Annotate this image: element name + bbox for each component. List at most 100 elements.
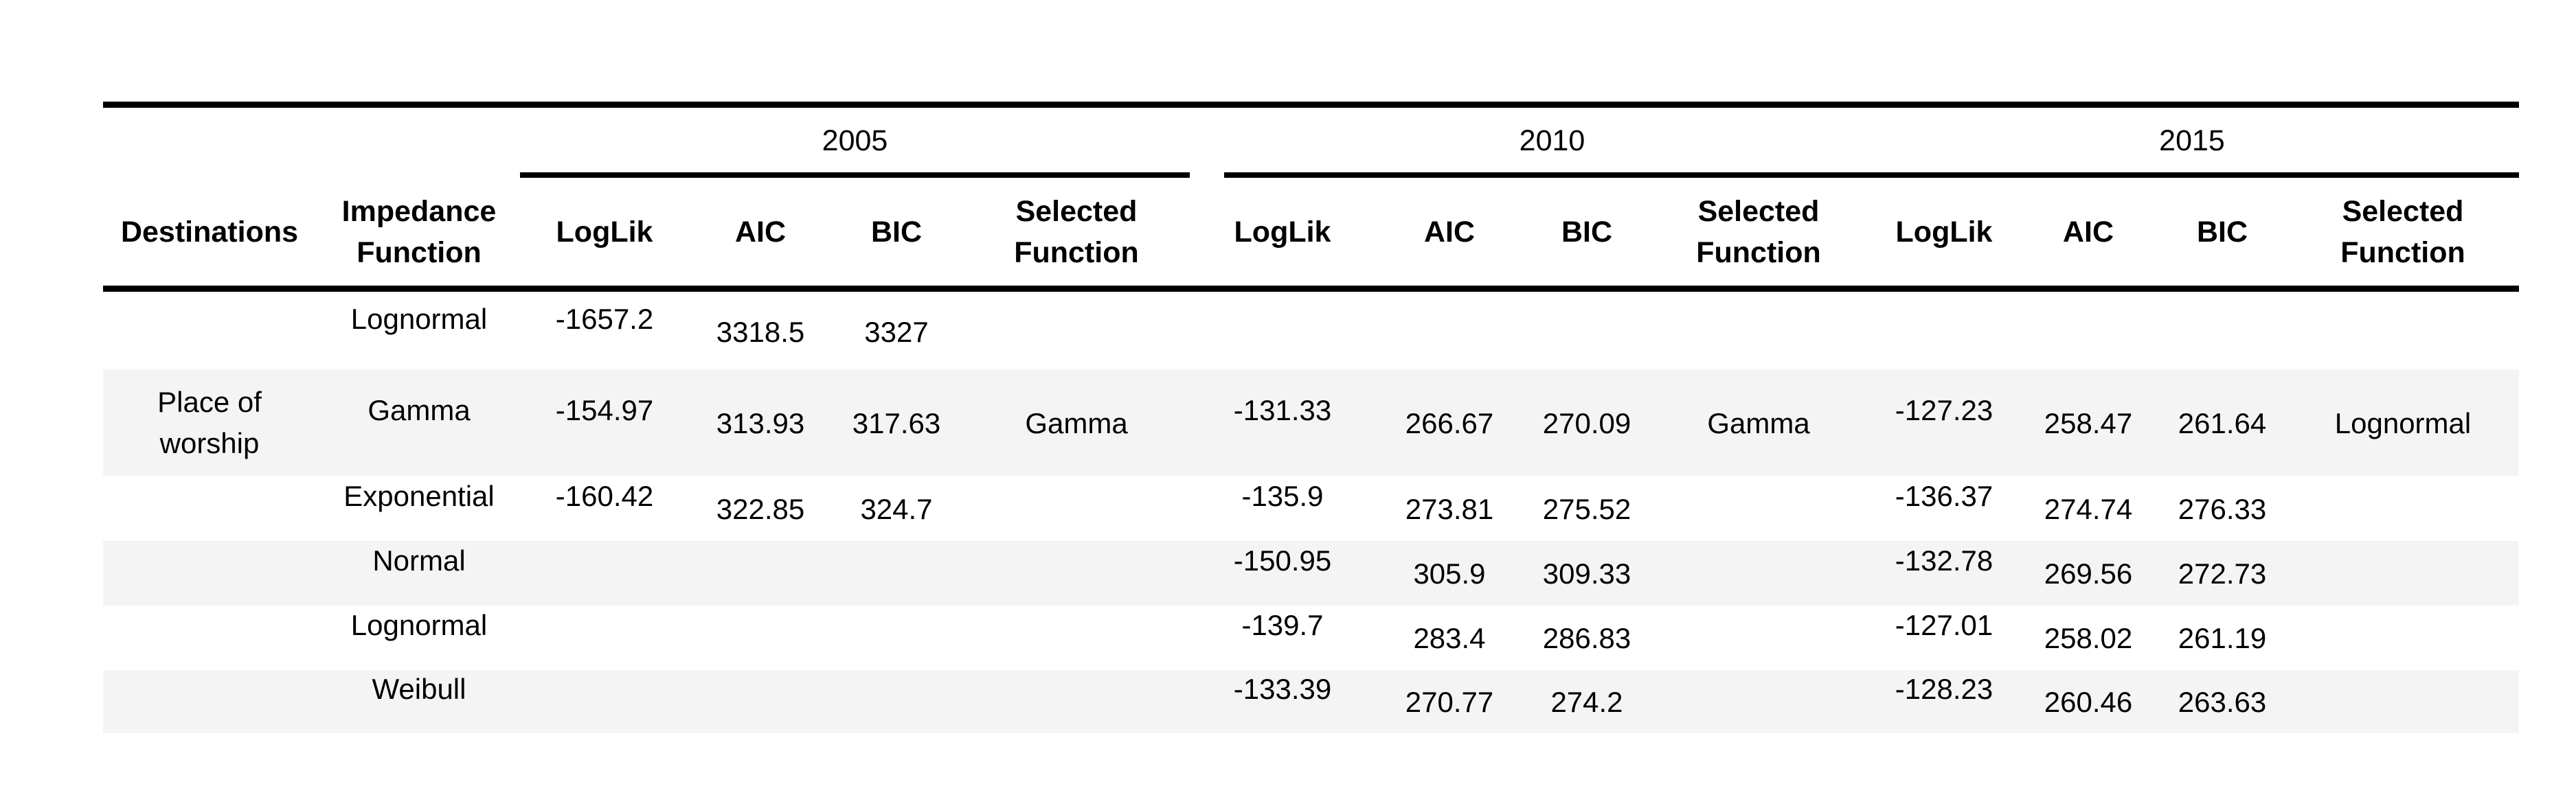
loglik-cell: -154.97 [555,393,654,426]
bic-cell: 263.63 [2178,686,2267,718]
group-rule-2010 [1224,172,1880,178]
loglik-cell: -136.37 [1895,479,1993,512]
bic-cell [831,618,962,659]
bic-cell: 274.2 [1550,686,1623,718]
col-header-bic-2: BIC [2196,216,2248,249]
col-header-selected-1: Selected Function [1662,184,1855,280]
bic-cell: 272.73 [2178,557,2267,590]
loglik-cell: -127.23 [1895,393,1993,426]
col-header-impedance-l1: Impedance [341,195,497,228]
aic-cell: 270.77 [1405,686,1494,718]
selected-function-cell [980,489,1173,530]
selected-function-cell [2307,682,2499,723]
col-header-bic-1: BIC [1561,216,1613,249]
selected-function-cell [1662,553,1855,595]
bic-cell [2157,312,2287,353]
year-header-2005: 2005 [822,124,888,157]
aic-cell: 322.85 [716,492,805,525]
col-header-aic-0: AIC [734,216,787,249]
selected-function-cell [2307,312,2499,353]
col-header-loglik-1: LogLik [1234,216,1331,249]
impedance-function-cell: Weibull [372,673,466,705]
bic-cell: 261.64 [2178,406,2267,439]
bic-cell: 261.19 [2178,622,2267,654]
aic-cell: 258.02 [2044,622,2133,654]
year-header-2015: 2015 [2159,124,2225,157]
aic-cell [1384,312,1515,353]
bic-cell [1522,312,1652,353]
selected-function-cell [980,312,1173,353]
selected-function-cell [980,682,1173,723]
col-header-selected-0: Selected Function [980,184,1173,280]
row-band [103,541,2519,606]
col-header-aic-2: AIC [2062,216,2114,249]
group-rule-2015 [1865,172,2519,178]
loglik-cell [536,605,673,646]
impedance-function-cell: Lognormal [350,609,488,641]
selected-function-cell [1662,618,1855,659]
selected-function-cell: Gamma [1707,406,1810,439]
loglik-cell: -127.01 [1895,609,1993,641]
col-header-loglik-2: LogLik [1895,216,1993,249]
col-header-selected-l1: Selected [1697,195,1820,228]
col-header-aic-1: AIC [1423,216,1476,249]
selected-function-cell [2307,489,2499,530]
selected-function-cell [980,553,1173,595]
loglik-cell: -132.78 [1895,544,1993,577]
impedance-function-cell: Exponential [343,479,495,512]
impedance-function-cell: Lognormal [350,303,488,335]
selected-function-cell [1662,682,1855,723]
loglik-cell: -150.95 [1233,544,1332,577]
selected-function-cell [980,618,1173,659]
aic-cell: 313.93 [716,406,805,439]
col-header-destinations: Destinations [120,216,299,249]
loglik-cell: -135.9 [1241,479,1324,512]
col-header-selected-l2: Function [2340,236,2465,269]
aic-cell: 305.9 [1413,557,1486,590]
aic-cell: 258.47 [2044,406,2133,439]
aic-cell: 3318.5 [716,316,805,348]
col-header-impedance-l2: Function [357,236,482,269]
impedance-function-cell: Normal [372,544,466,577]
col-header-selected-l1: Selected [1015,195,1138,228]
aic-cell [2023,312,2154,353]
loglik-cell: -128.23 [1895,673,1993,705]
aic-cell: 260.46 [2044,686,2133,718]
col-header-selected-l2: Function [1696,236,1821,269]
col-header-selected-l2: Function [1014,236,1139,269]
aic-cell: 283.4 [1413,622,1486,654]
group-rule-2005 [520,172,1190,178]
loglik-cell: -133.39 [1233,673,1332,705]
loglik-cell: -1657.2 [555,303,654,335]
bic-cell [831,682,962,723]
aic-cell: 269.56 [2044,557,2133,590]
bic-cell: 309.33 [1542,557,1631,590]
col-header-selected-l1: Selected [2342,195,2464,228]
bic-cell: 317.63 [852,406,941,439]
col-header-loglik-0: LogLik [556,216,653,249]
bic-cell: 276.33 [2178,492,2267,525]
header-bottom-rule [103,286,2519,292]
col-header-bic-0: BIC [870,216,923,249]
selected-function-cell [1662,312,1855,353]
bic-cell: 270.09 [1542,406,1631,439]
aic-cell [695,682,826,723]
loglik-cell [1214,299,1351,340]
bic-cell: 3327 [864,316,929,348]
loglik-cell: -160.42 [555,479,654,512]
loglik-cell [1875,299,2013,340]
bic-cell [831,553,962,595]
loglik-cell: -139.7 [1241,609,1324,641]
table-top-rule [103,102,2519,108]
bic-cell: 324.7 [860,492,933,525]
selected-function-cell: Lognormal [2334,406,2472,439]
selected-function-cell: Gamma [1025,406,1128,439]
impedance-function-cell: Gamma [368,393,471,426]
col-header-selected-2: Selected Function [2307,184,2499,280]
loglik-cell [536,669,673,710]
destination-cell: Place of worship [103,369,316,476]
row-band [103,369,2519,476]
destination-line2: worship [159,426,260,459]
aic-cell [695,618,826,659]
row-band [103,670,2519,733]
